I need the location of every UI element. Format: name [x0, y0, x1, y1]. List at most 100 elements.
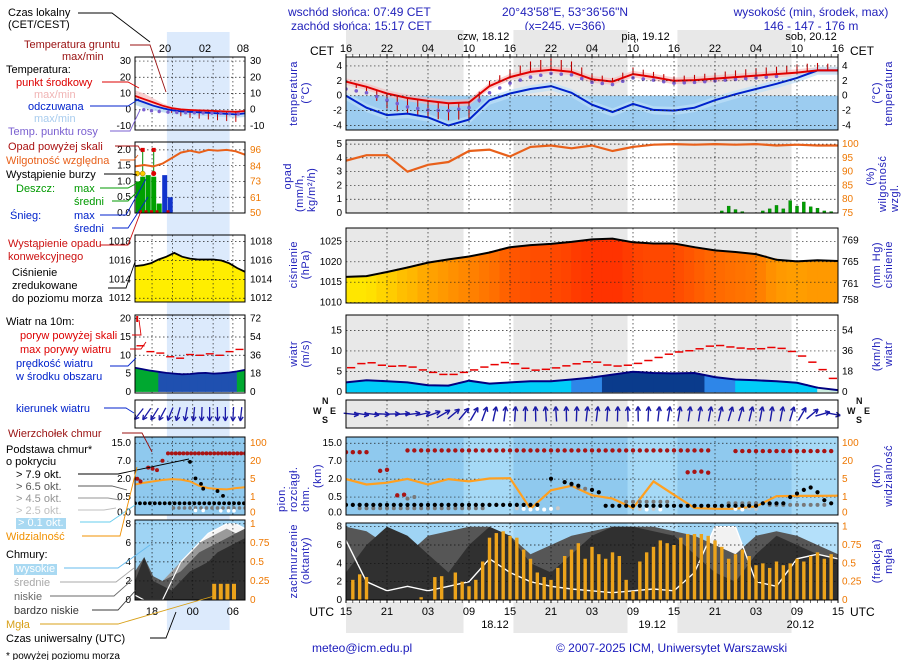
axis-title-text: (km)	[312, 464, 324, 488]
tick-label: 2.0	[117, 145, 131, 156]
tick-label: 16	[668, 43, 680, 55]
tick-label: 2	[336, 76, 342, 87]
legend-label-6: max/min	[34, 89, 76, 101]
utc-label-left: UTC	[309, 605, 334, 619]
compass-letter-W: W	[313, 406, 322, 416]
axis-title-text: (km/h)	[871, 336, 883, 372]
tick-label: 10	[463, 43, 475, 55]
panel-axis-title: pion. rozciągł. chm. (km)	[276, 440, 324, 512]
legend-connector-line	[122, 432, 153, 453]
copyright-text: © 2007-2025 ICM, Uniwersytet Warszawski	[556, 641, 788, 655]
tick-label: 0.5	[117, 492, 131, 503]
legend-connector-line	[100, 178, 147, 216]
tick-label: 0	[842, 595, 848, 606]
legend-label-16: Śnieg:	[10, 210, 42, 222]
tick-label: 0	[250, 387, 256, 398]
legend-connector-line	[150, 611, 177, 639]
legend-label-34: > 6.5 okt.	[16, 481, 62, 493]
axis-title-text: (mm/h, kg/m²/h)	[294, 167, 318, 212]
axis-title-text: (m/s)	[300, 340, 312, 368]
tick-label: 1.5	[117, 161, 131, 172]
tick-label: 19.12	[638, 619, 666, 631]
legend-label-46: * powyżej poziomu morza	[6, 651, 120, 660]
compass-letter-N: N	[856, 396, 863, 406]
compass-letter-N: N	[322, 396, 329, 406]
axis-title-text: mgła	[883, 548, 895, 574]
legend-connector-line	[40, 595, 215, 625]
axis-title-text: wiatr	[883, 341, 895, 367]
tick-label: 1025	[320, 236, 343, 247]
legend-label-30: Wierzchołek chmur	[8, 428, 102, 440]
tick-label: 0	[125, 595, 131, 606]
tick-label: 30	[120, 56, 132, 67]
panel-axis-title: wiatr (m/s)	[285, 318, 315, 390]
panel-axis-title: opad (mm/h, kg/m²/h)	[282, 140, 318, 212]
tick-label: 5	[336, 139, 342, 150]
axis-title-text: (oktanty)	[300, 537, 312, 585]
legend-label-19: Wystąpienie opadu	[8, 238, 102, 250]
tick-label: 15	[331, 326, 343, 337]
tick-label: 1018	[250, 237, 273, 248]
tick-label: 7.0	[117, 456, 131, 467]
altitude-label: wysokość (min, środek, max)	[733, 5, 889, 19]
axis-title-text: (frakcja)	[871, 538, 883, 584]
legend-connector-line	[90, 98, 140, 107]
legend-label-36: > 2.5 okt.	[16, 505, 62, 517]
legend-connector-line	[100, 180, 142, 189]
legend-connector-line	[78, 507, 117, 511]
tick-label: 1014	[109, 274, 132, 285]
tick-label: 2	[842, 76, 848, 87]
tick-label: -2	[842, 106, 851, 117]
axis-title-text: (km)	[871, 464, 883, 488]
tick-label: 1	[842, 522, 848, 533]
legend-connector-line	[64, 544, 151, 569]
compass-letter-E: E	[330, 406, 337, 416]
axis-title-text: (°C)	[871, 82, 883, 104]
axis-title-text: (mm Hg)	[871, 241, 883, 289]
axis-title-text: temperatura	[883, 60, 895, 126]
tick-label: 0	[336, 595, 342, 606]
tick-label: 4	[125, 557, 131, 568]
contact-email-link[interactable]: meteo@icm.edu.pl	[312, 641, 412, 655]
tick-label: 0.0	[117, 508, 131, 519]
utc-label-right: UTC	[850, 605, 875, 619]
legend-label-10: Opad powyżej skali	[8, 141, 103, 153]
legend-connector-line	[78, 497, 121, 501]
tick-label: 0	[842, 508, 848, 519]
legend-label-41: średnie	[14, 577, 51, 589]
tick-label: 3	[336, 167, 342, 178]
legend-connector-line	[108, 261, 136, 289]
tick-label: 09	[791, 606, 803, 618]
axis-title-text: (°C)	[300, 82, 312, 104]
legend-label-4: Temperatura:	[6, 64, 71, 76]
tick-label: 22	[381, 43, 393, 55]
tick-label: 5	[250, 474, 256, 485]
tick-label: 5	[842, 474, 848, 485]
tick-label: 2	[336, 577, 342, 588]
tick-label: 10	[120, 350, 132, 361]
tick-label: 04	[750, 43, 762, 55]
tick-label: -10	[117, 121, 132, 132]
axis-title-text: ciśnienie	[883, 241, 895, 289]
tick-label: 72	[250, 314, 262, 325]
tick-label: 16	[340, 43, 352, 55]
legend-connector-line	[112, 189, 140, 202]
legend-connector-line	[60, 567, 135, 583]
legend-connector-line	[100, 210, 142, 246]
legend-label-13: Deszcz:	[16, 183, 56, 195]
legend-connector-line	[120, 154, 139, 161]
panel-axis-title: (%) wilgotność wzgl.	[865, 140, 901, 212]
tick-label: 0.75	[842, 540, 862, 551]
tick-label: 0	[250, 508, 256, 519]
legend-label-0: Czas lokalny	[8, 7, 71, 19]
legend-label-33: > 7.9 okt.	[16, 469, 62, 481]
axis-title-text: wilgotność wzgl.	[877, 155, 901, 212]
tick-label: 22	[709, 43, 721, 55]
tick-label: 1016	[109, 255, 132, 266]
tick-label: 0	[250, 105, 256, 116]
legend-connector-line	[110, 357, 137, 367]
tick-label: 0.5	[250, 557, 264, 568]
axis-title-text: zachmurzenie	[288, 523, 300, 599]
email-text[interactable]: meteo@icm.edu.pl	[312, 641, 413, 655]
legend-connector-line	[102, 81, 140, 89]
